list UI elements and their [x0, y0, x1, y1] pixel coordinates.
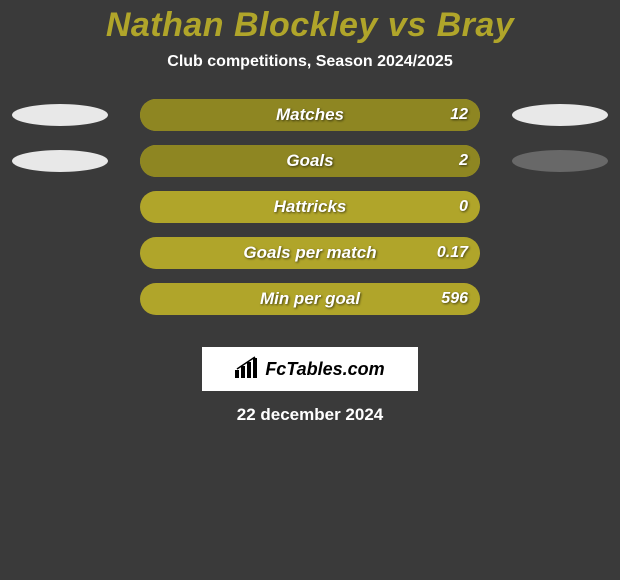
left-ellipse — [12, 150, 108, 172]
footer-date: 22 december 2024 — [0, 405, 620, 425]
page-title: Nathan Blockley vs Bray — [0, 6, 620, 45]
stat-row: Hattricks0 — [0, 191, 620, 237]
brand-badge: FcTables.com — [202, 347, 418, 391]
stat-value: 0 — [140, 191, 468, 223]
subtitle: Club competitions, Season 2024/2025 — [0, 53, 620, 71]
stat-value: 0.17 — [140, 237, 468, 269]
bar-chart-icon — [235, 356, 259, 383]
stat-rows: Matches12Goals2Hattricks0Goals per match… — [0, 99, 620, 329]
comparison-card: Nathan Blockley vs Bray Club competition… — [0, 0, 620, 580]
right-ellipse — [512, 150, 608, 172]
left-ellipse — [12, 104, 108, 126]
stat-value: 2 — [140, 145, 468, 177]
stat-value: 596 — [140, 283, 468, 315]
stat-row: Goals per match0.17 — [0, 237, 620, 283]
stat-row: Goals2 — [0, 145, 620, 191]
right-ellipse — [512, 104, 608, 126]
stat-value: 12 — [140, 99, 468, 131]
brand-text: FcTables.com — [265, 359, 384, 380]
stat-row: Matches12 — [0, 99, 620, 145]
stat-row: Min per goal596 — [0, 283, 620, 329]
